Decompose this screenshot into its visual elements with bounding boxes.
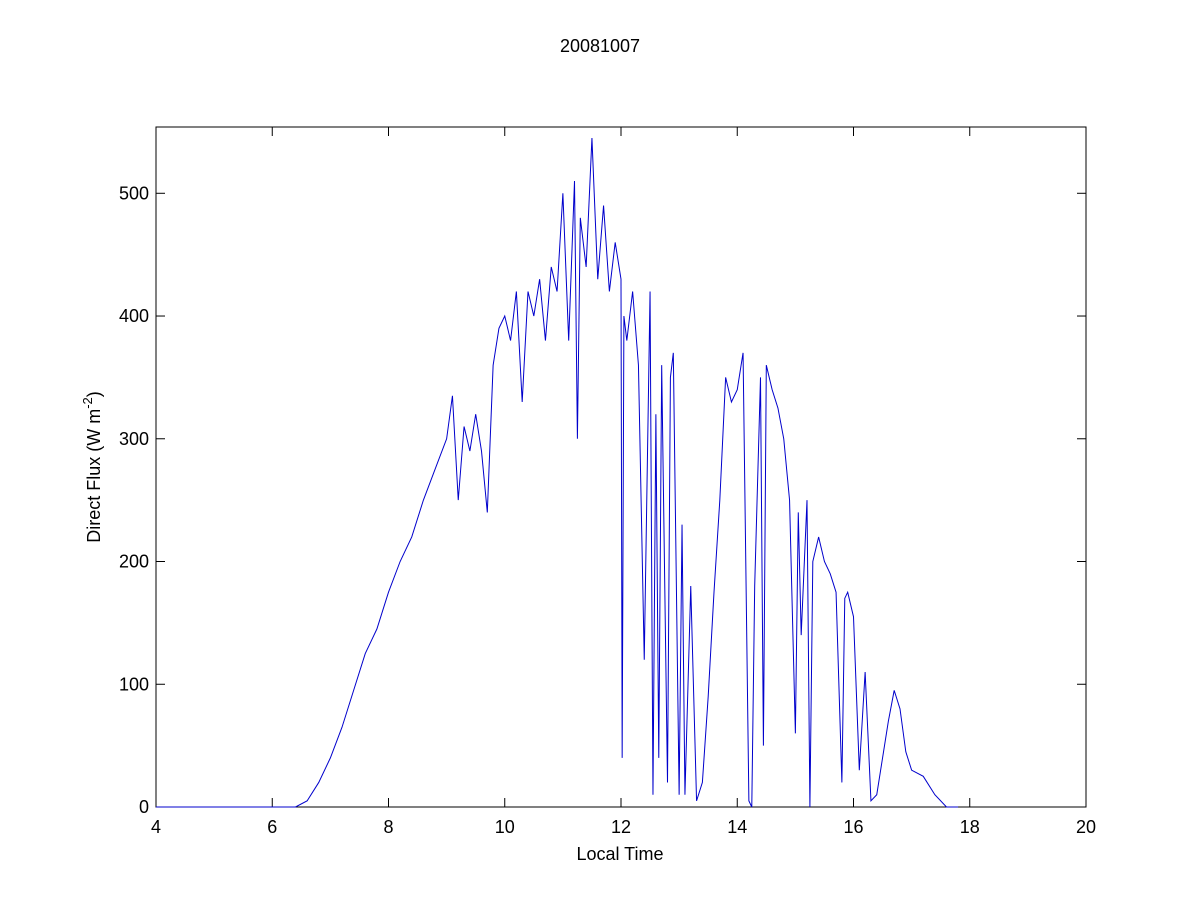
y-tick-label: 300 <box>119 429 149 449</box>
y-axis-label: Direct Flux (W m-2) <box>80 391 104 543</box>
y-tick-label: 500 <box>119 183 149 203</box>
x-tick-label: 14 <box>727 817 747 837</box>
y-tick-label: 100 <box>119 674 149 694</box>
x-tick-label: 18 <box>960 817 980 837</box>
y-tick-label: 0 <box>139 797 149 817</box>
x-tick-label: 4 <box>151 817 161 837</box>
y-axis-label-superscript: -2 <box>80 397 95 409</box>
x-axis-label: Local Time <box>576 844 663 864</box>
chart-title: 20081007 <box>560 36 640 56</box>
x-tick-label: 6 <box>267 817 277 837</box>
x-tick-label: 20 <box>1076 817 1096 837</box>
y-axis-label-end: ) <box>84 391 104 397</box>
y-axis-label-text: Direct Flux (W m <box>84 409 104 543</box>
y-tick-label: 400 <box>119 306 149 326</box>
x-tick-label: 12 <box>611 817 631 837</box>
x-tick-label: 8 <box>383 817 393 837</box>
y-tick-label: 200 <box>119 552 149 572</box>
data-line <box>156 138 959 808</box>
x-tick-label: 10 <box>495 817 515 837</box>
x-tick-label: 16 <box>843 817 863 837</box>
